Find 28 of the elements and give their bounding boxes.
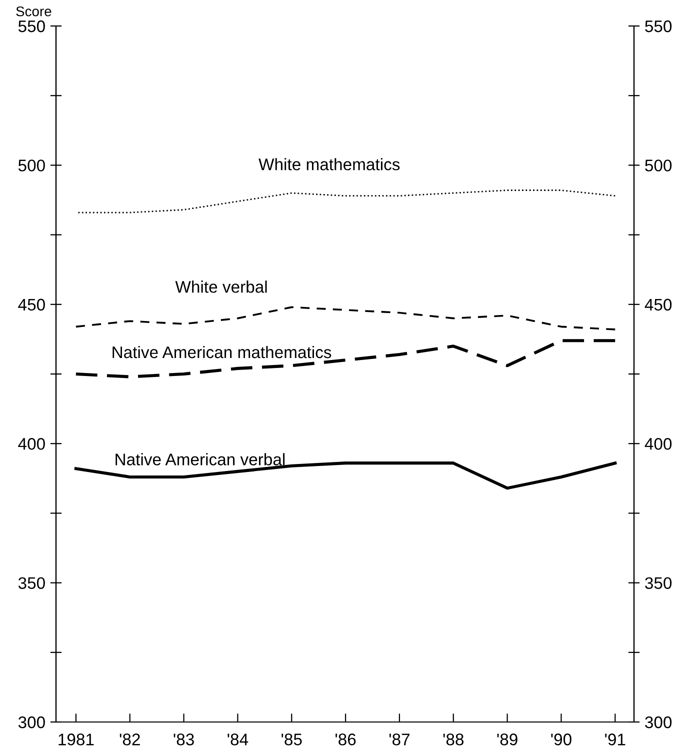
x-tick-label: '84 <box>228 734 248 746</box>
x-tick-label: '82 <box>120 734 140 746</box>
y2-tick-label: 550 <box>645 20 672 32</box>
x-tick-label: '91 <box>605 734 626 746</box>
y2-tick-label: 450 <box>644 298 672 311</box>
series-label: White mathematics <box>258 158 400 170</box>
x-tick-label: '86 <box>336 734 356 746</box>
series-label: Native American mathematics <box>112 346 332 358</box>
y-tick-label: 550 <box>18 20 45 32</box>
y-tick-label: 300 <box>18 716 45 728</box>
x-tick-label: '89 <box>497 734 518 746</box>
y2-tick-label: 350 <box>645 577 672 590</box>
series-label: White verbal <box>175 280 267 293</box>
x-tick-label: '90 <box>551 734 572 746</box>
x-tick-label: '87 <box>389 734 410 746</box>
y-tick-label: 400 <box>18 438 45 450</box>
y-tick-label: 450 <box>18 298 45 311</box>
y-tick-label: 500 <box>18 160 45 172</box>
series-label: Native American verbal <box>116 453 285 466</box>
y-axis-title: Score <box>16 6 52 16</box>
x-tick-label: '88 <box>443 734 464 746</box>
y2-tick-label: 500 <box>645 160 672 172</box>
y2-tick-label: 300 <box>645 716 672 728</box>
x-tick-label: 1981 <box>58 734 94 746</box>
x-tick-label: '83 <box>174 734 194 746</box>
y-tick-label: 350 <box>18 577 45 590</box>
x-tick-label: '85 <box>282 734 302 746</box>
y2-tick-label: 400 <box>644 438 672 450</box>
